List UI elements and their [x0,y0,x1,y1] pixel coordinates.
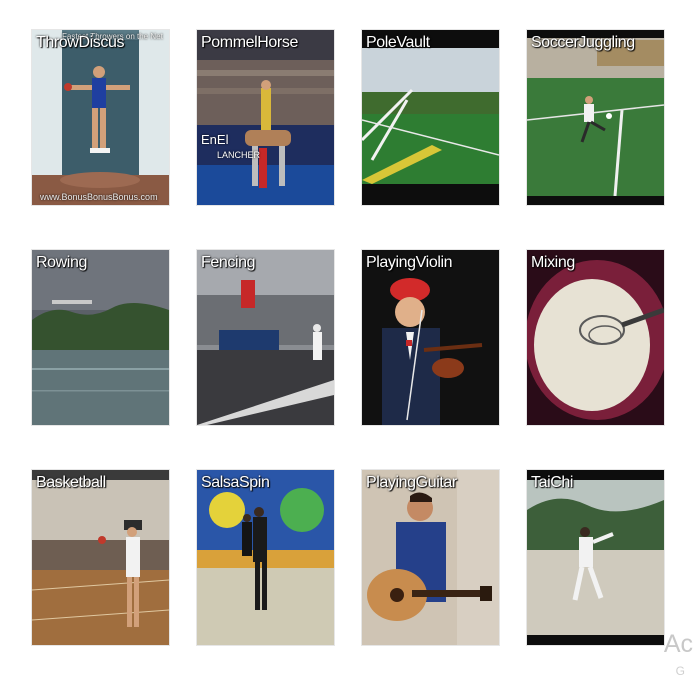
activation-watermark-subtext: G [675,664,685,678]
playing-violin-image [362,250,499,425]
salsa-spin-image [197,470,334,645]
pole-vault-image [362,30,499,205]
fencing-image [197,250,334,425]
tile-fencing: Fencing [197,250,334,425]
tile-label: Mixing [531,254,575,271]
bottom-overlay-text: www.BonusBonusBonus.com [40,192,158,202]
throw-discus-image [32,30,169,205]
tile-throw-discus: Fastest Throwers on the Net ThrowDiscus … [32,30,169,205]
tai-chi-image [527,470,664,645]
tile-label: Basketball [36,474,106,491]
banner-text-2: LANCHER [217,150,261,160]
activation-watermark: Ac [663,630,693,658]
tile-label: Rowing [36,254,87,271]
tile-label: SoccerJuggling [531,34,635,51]
basketball-image [32,470,169,645]
rowing-image [32,250,169,425]
pommel-horse-image [197,30,334,205]
tile-mixing: Mixing [527,250,664,425]
tile-rowing: Rowing [32,250,169,425]
tile-label: ThrowDiscus [36,34,125,51]
tile-label: PommelHorse [201,34,298,51]
tile-label: Fencing [201,254,256,271]
mixing-image [527,250,664,425]
tile-pole-vault: PoleVault [362,30,499,205]
banner-text: EnEl [201,132,229,147]
tile-label: PoleVault [366,34,430,51]
tile-salsa-spin: SalsaSpin [197,470,334,645]
tile-soccer-juggling: SoccerJuggling [527,30,664,205]
tile-playing-violin: PlayingViolin [362,250,499,425]
tile-pommel-horse: PommelHorse EnEl LANCHER [197,30,334,205]
tile-label: TaiChi [531,474,574,491]
tile-tai-chi: TaiChi [527,470,664,645]
tile-label: PlayingGuitar [366,474,457,491]
tile-label: PlayingViolin [366,254,453,271]
tile-basketball: Basketball [32,470,169,645]
playing-guitar-image [362,470,499,645]
tile-label: SalsaSpin [201,474,270,491]
soccer-juggling-image [527,30,664,205]
top-overlay-text: Fastest Throwers on the Net [62,32,163,41]
tile-playing-guitar: PlayingGuitar [362,470,499,645]
